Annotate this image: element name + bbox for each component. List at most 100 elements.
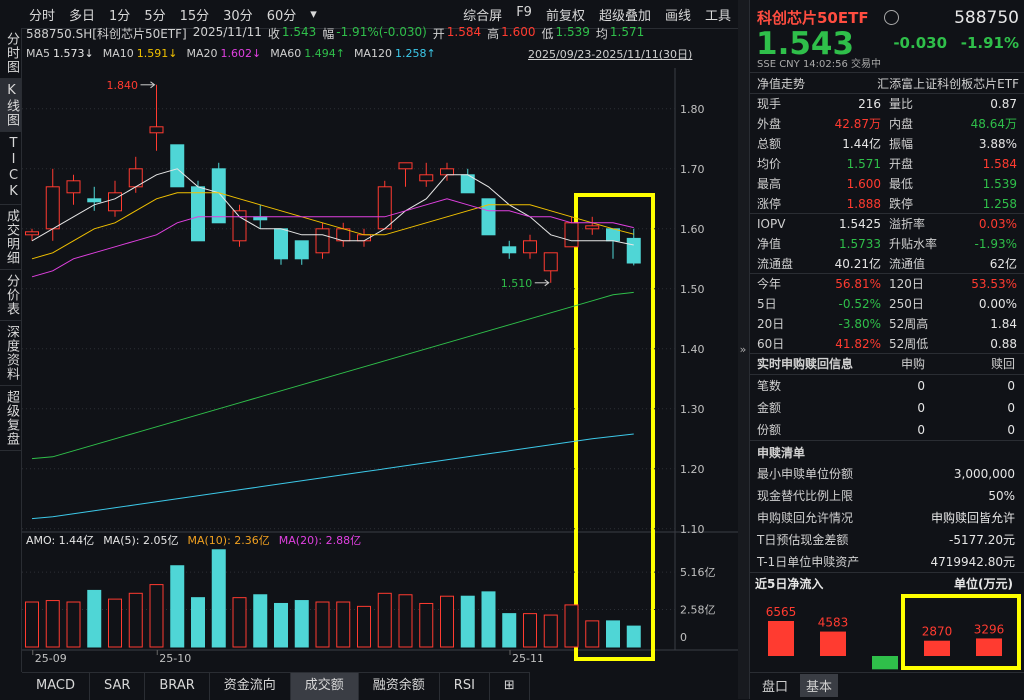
toolbar-button[interactable]: 多日 bbox=[69, 8, 96, 24]
volume-bar bbox=[211, 549, 226, 648]
field-label: 量比 bbox=[889, 97, 914, 111]
side-tab[interactable]: 深度资料 bbox=[0, 321, 21, 386]
indicator-tab[interactable]: 资金流向 bbox=[210, 673, 291, 700]
ma-value: 1.573↓ bbox=[53, 47, 94, 60]
field-value: 0 bbox=[917, 379, 925, 393]
indicator-tab[interactable]: RSI bbox=[440, 673, 490, 700]
toolbar-button[interactable]: 超级叠加 bbox=[598, 8, 651, 24]
side-tab[interactable]: 分价表 bbox=[0, 270, 21, 321]
candle-body bbox=[523, 240, 537, 254]
toolbar-button[interactable]: ▾ bbox=[310, 6, 317, 22]
ma-legend: MA5 1.573↓ MA10 1.591↓ MA20 1.602↓ MA60 1.494↑ M… bbox=[26, 47, 440, 60]
extreme-label: 1.840 bbox=[107, 79, 139, 92]
toolbar-button[interactable]: 分时 bbox=[29, 8, 56, 24]
toolbar-button[interactable]: 工具 bbox=[704, 8, 731, 24]
field-value: 1.571 bbox=[846, 157, 881, 171]
field-value: 0 bbox=[1007, 379, 1015, 393]
field-label: 流通值 bbox=[889, 257, 926, 271]
field-value: 48.64万 bbox=[970, 117, 1017, 131]
date-range[interactable]: 2025/09/23-2025/11/11(30日) bbox=[528, 48, 693, 61]
side-tab[interactable]: 超级复盘 bbox=[0, 386, 21, 451]
ma-line bbox=[31, 168, 634, 246]
x-tick-label: 25-10 bbox=[159, 652, 191, 665]
info-item: 幅 bbox=[322, 27, 335, 41]
candle-body bbox=[170, 144, 185, 188]
splitter-arrow[interactable]: » bbox=[740, 343, 747, 356]
candle-body bbox=[398, 162, 413, 170]
panel-tab[interactable]: 盘口 bbox=[762, 680, 789, 695]
indicator-tab[interactable]: 融资余额 bbox=[359, 673, 440, 700]
toolbar-button[interactable]: 60分 bbox=[266, 8, 297, 24]
info-icon[interactable] bbox=[884, 10, 899, 25]
ma-value: 1.602↓ bbox=[220, 47, 262, 60]
side-tab[interactable]: K线图 bbox=[0, 79, 21, 132]
toolbar: 分时 多日 1分 5分 15分 30分 60分 ▾ 综合屏 F9 前复权 超级叠加 画线 工具 bbox=[22, 0, 738, 29]
volume-bar bbox=[253, 594, 268, 648]
volume-bar bbox=[232, 597, 247, 648]
chart-bg bbox=[22, 28, 738, 672]
info-item: 低 bbox=[541, 27, 554, 41]
candle-body bbox=[606, 228, 620, 242]
toolbar-button[interactable]: 30分 bbox=[223, 8, 253, 24]
volume-bar bbox=[585, 620, 600, 648]
toolbar-group: 综合屏 F9 前复权 超级叠加 画线 工具 bbox=[456, 5, 738, 24]
field-value: 0 bbox=[1007, 401, 1015, 415]
field-value: 1.84 bbox=[990, 317, 1017, 331]
field-label: 现金替代比例上限 bbox=[757, 489, 854, 503]
column-header: 申购 bbox=[900, 357, 925, 371]
indicator-tab[interactable]: BRAR bbox=[145, 673, 210, 700]
info-item: 开 bbox=[432, 27, 445, 41]
ma-name: MA10 bbox=[102, 47, 134, 60]
security-name: 科创芯片50ETF bbox=[757, 9, 869, 27]
panel-tab[interactable]: 基本 bbox=[800, 674, 839, 697]
field-value: 216 bbox=[858, 97, 881, 111]
toolbar-button[interactable]: 5分 bbox=[144, 8, 166, 24]
splitter[interactable] bbox=[738, 0, 749, 699]
field-label: 52周低 bbox=[889, 337, 929, 351]
toolbar-button[interactable]: 前复权 bbox=[545, 8, 585, 24]
toolbar-button[interactable]: F9 bbox=[516, 4, 532, 20]
toolbar-button[interactable]: 15分 bbox=[179, 8, 210, 24]
side-tab[interactable]: TICK bbox=[0, 132, 21, 205]
indicator-tab[interactable]: ⊞ bbox=[490, 673, 530, 700]
field-label: 内盘 bbox=[889, 117, 914, 131]
fund-name: 汇添富上证科创板芯片ETF bbox=[877, 77, 1019, 91]
indicator-tab[interactable]: SAR bbox=[90, 673, 146, 700]
field-value: 1.600 bbox=[846, 177, 881, 191]
side-tab[interactable]: 成交明细 bbox=[0, 205, 21, 270]
field-value: 62亿 bbox=[989, 257, 1017, 271]
section-title: 申赎清单 bbox=[757, 446, 806, 460]
inflow-label: 3296 bbox=[974, 622, 1005, 636]
field-label: T-1日单位申赎资产 bbox=[757, 555, 860, 569]
candle-body bbox=[274, 228, 288, 260]
field-label: 涨停 bbox=[757, 197, 782, 211]
y-tick-label: 1.10 bbox=[680, 523, 705, 536]
field-value: 0 bbox=[917, 401, 925, 415]
y-tick-label: 1.70 bbox=[680, 163, 705, 176]
candle-body bbox=[626, 237, 641, 264]
indicator-tab[interactable]: 成交额 bbox=[290, 673, 359, 700]
candle-body bbox=[232, 210, 247, 242]
separator bbox=[750, 672, 1024, 673]
info-item: 均 bbox=[595, 27, 608, 41]
field-value: -0.52% bbox=[838, 297, 881, 311]
y-tick-label: 1.40 bbox=[680, 343, 705, 356]
quote-panel: 科创芯片50ETF 588750 1.543 -0.030 -1.91% SSE CNY … bbox=[749, 0, 1024, 699]
toolbar-button[interactable]: 综合屏 bbox=[463, 8, 503, 24]
toolbar-button[interactable]: 画线 bbox=[664, 8, 691, 24]
field-label: 振幅 bbox=[889, 137, 914, 151]
side-tab[interactable]: 分时图 bbox=[0, 28, 21, 79]
candle-body bbox=[211, 168, 226, 224]
ma-name: MA60 bbox=[270, 47, 302, 60]
indicator-tab[interactable]: MACD bbox=[22, 673, 90, 700]
volume-legend-item: MA(10): 2.36亿 bbox=[187, 534, 270, 547]
highlight-box bbox=[901, 594, 1021, 670]
field-value: 0 bbox=[917, 423, 925, 437]
toolbar-button[interactable]: 1分 bbox=[109, 8, 131, 24]
inflow-bar bbox=[976, 638, 1002, 656]
candle-body bbox=[25, 231, 39, 236]
ma-value: 1.494↑ bbox=[304, 47, 345, 60]
separator bbox=[750, 353, 1024, 354]
field-label: 净值 bbox=[757, 237, 782, 251]
volume-bar bbox=[377, 592, 392, 648]
